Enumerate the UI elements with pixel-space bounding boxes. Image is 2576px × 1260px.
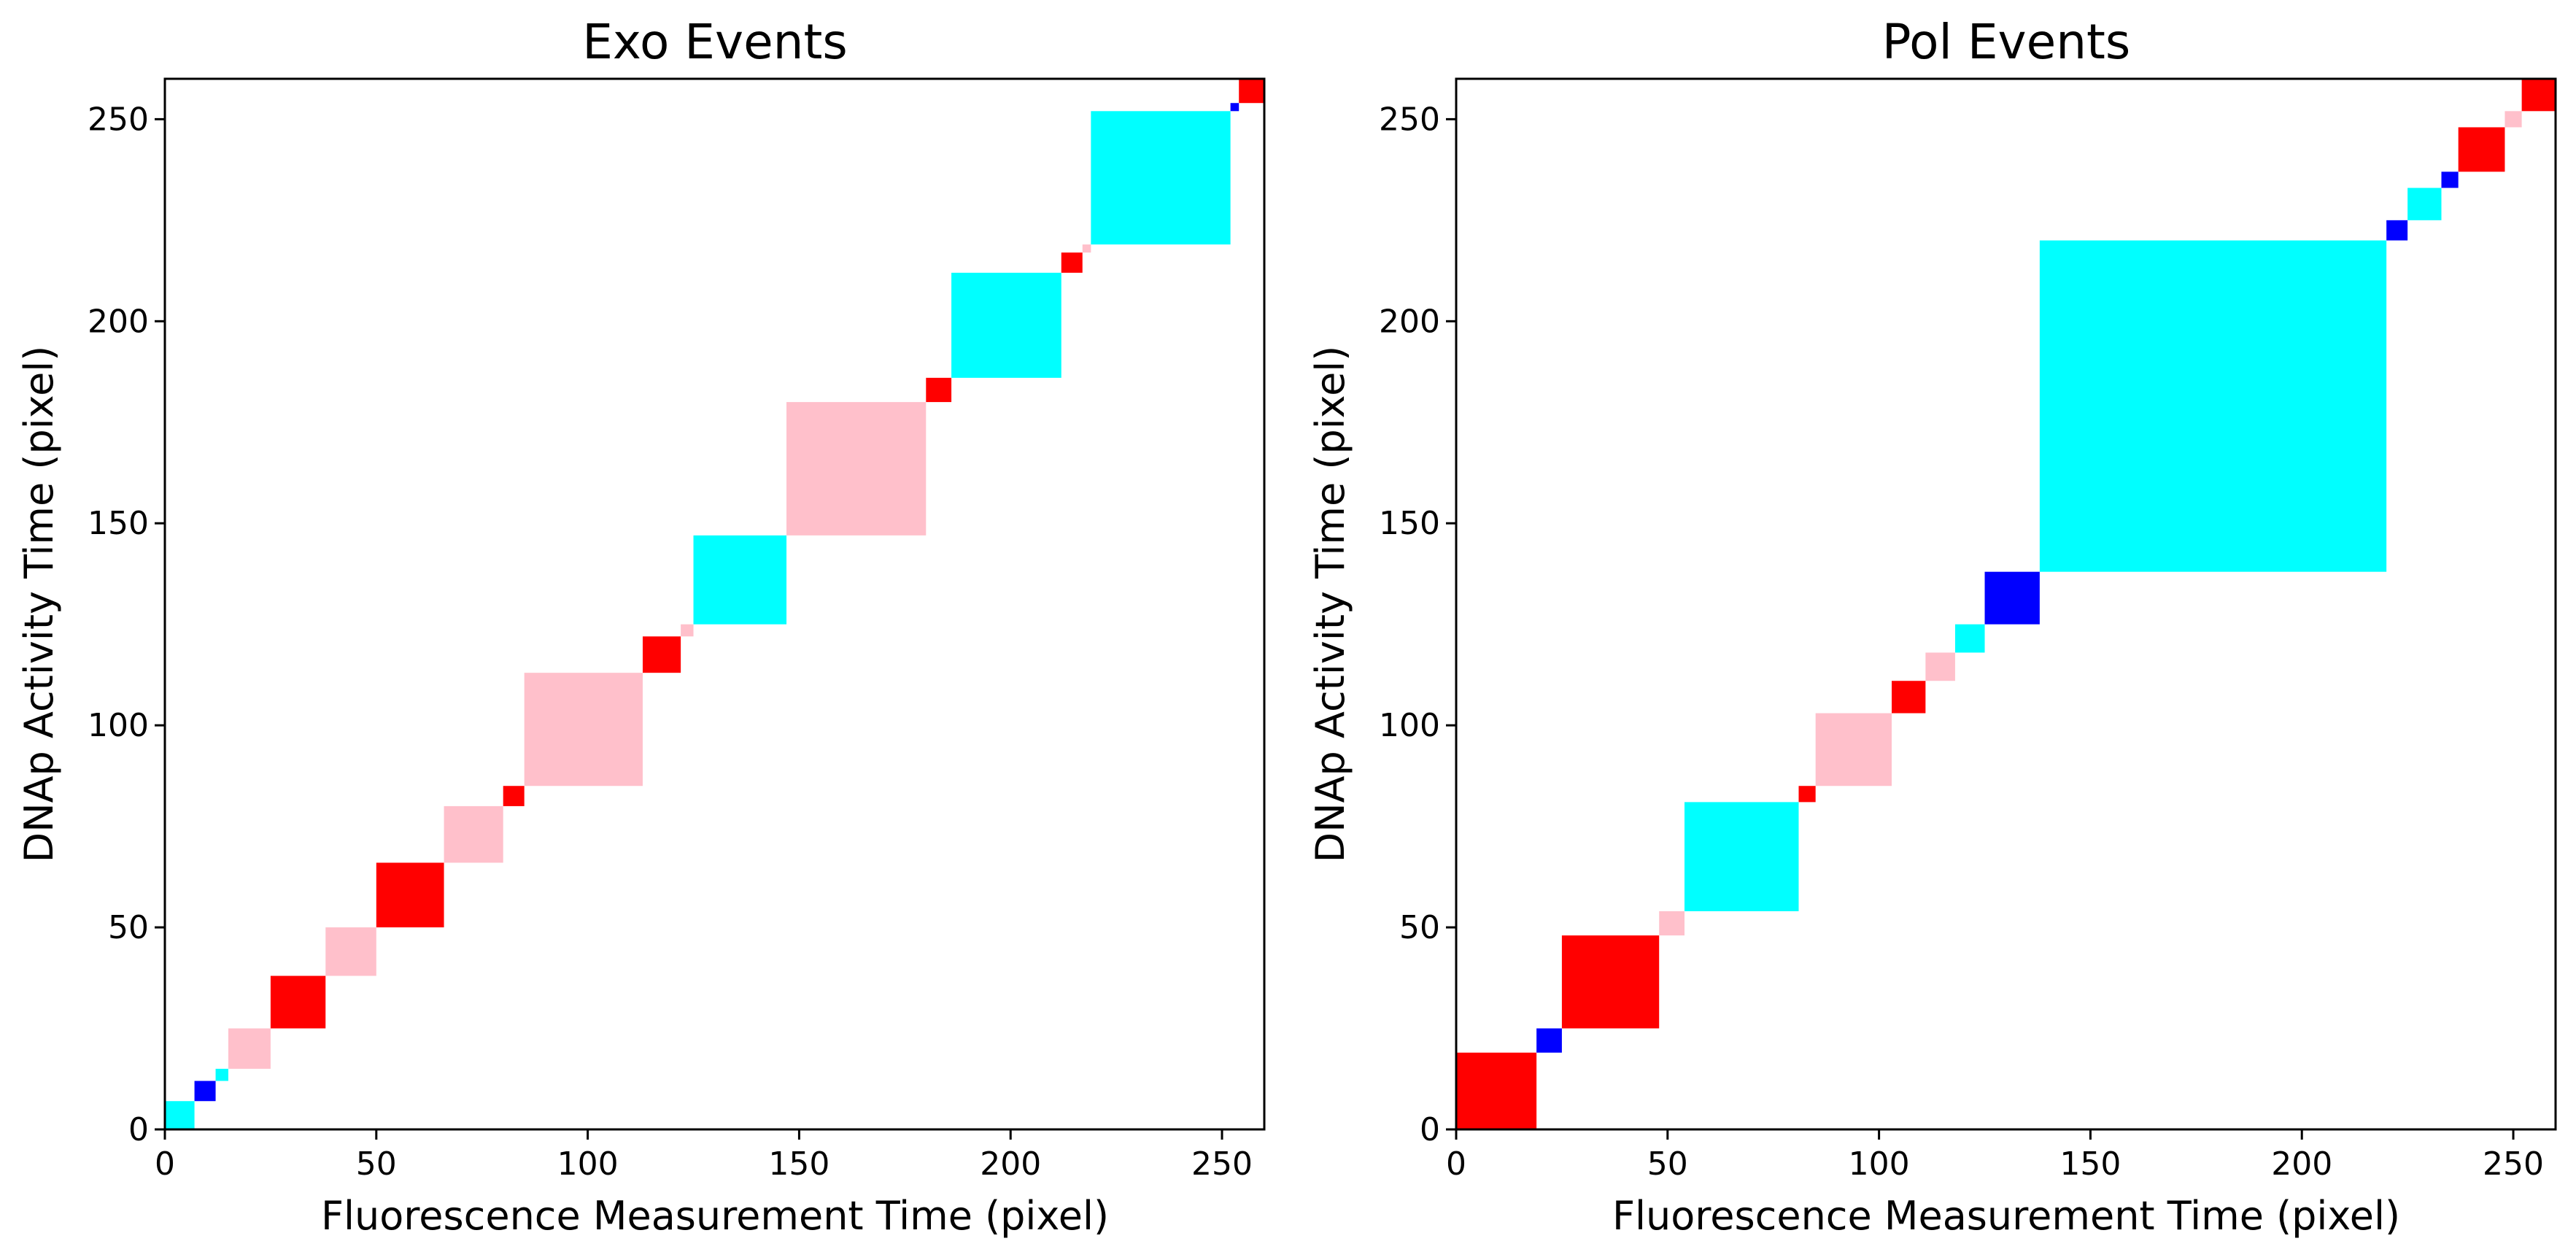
exo-block-20 [1239,79,1264,104]
pol-x-ticks: 0 50 100 150 200 250 [1446,1129,2544,1183]
exo-x-tick-label-0: 0 [155,1145,175,1183]
pol-block-0 [1456,1052,1537,1129]
exo-panel: Exo Events 0 50 100 150 200 250 0 50 100 150 200 2… [16,14,1266,1239]
pol-x-tick-label-2: 100 [1849,1145,1910,1183]
pol-y-tick-label-2: 100 [1379,707,1440,744]
exo-block-0 [165,1101,195,1129]
pol-blocks [1456,79,2556,1129]
pol-x-tick-label-4: 200 [2271,1145,2332,1183]
exo-y-tick-label-2: 100 [88,707,149,744]
pol-block-10 [1984,571,2040,625]
pol-block-1 [1536,1028,1562,1053]
exo-x-ticks: 0 50 100 150 200 250 [155,1129,1253,1183]
exo-y-tick-label-3: 150 [88,505,149,542]
pol-y-tick-label-4: 200 [1379,303,1440,340]
exo-y-tick-label-5: 250 [88,101,149,138]
exo-block-8 [503,786,525,806]
pol-block-5 [1798,786,1816,803]
exo-block-15 [951,272,1061,378]
pol-y-tick-label-3: 150 [1379,505,1440,542]
exo-y-ticks: 0 50 100 150 200 250 [88,101,165,1148]
exo-x-tick-label-5: 250 [1191,1145,1253,1183]
exo-x-tick-label-3: 150 [768,1145,829,1183]
pol-y-axis-label: DNAp Activity Time (pixel) [1307,346,1353,863]
exo-y-axis-label: DNAp Activity Time (pixel) [16,346,62,863]
exo-x-tick-label-4: 200 [980,1145,1041,1183]
exo-block-7 [444,805,503,863]
exo-block-17 [1082,244,1091,253]
exo-x-axis-label: Fluorescence Measurement Time (pixel) [321,1193,1109,1239]
pol-block-14 [2441,171,2459,188]
pol-block-2 [1561,935,1660,1029]
pol-block-6 [1815,713,1892,786]
pol-block-9 [1954,624,1985,653]
pol-x-tick-label-0: 0 [1446,1145,1466,1183]
exo-block-10 [642,636,681,673]
exo-block-14 [926,377,952,403]
exo-block-19 [1230,103,1239,112]
pol-y-ticks: 0 50 100 150 200 250 [1379,101,1456,1148]
pol-x-tick-label-1: 50 [1647,1145,1688,1183]
pol-y-tick-label-1: 50 [1399,909,1440,946]
exo-y-tick-label-1: 50 [108,909,149,946]
exo-block-5 [325,927,376,976]
exo-block-12 [693,535,787,625]
exo-block-16 [1061,252,1083,273]
pol-block-16 [2505,111,2522,128]
pol-x-tick-label-3: 150 [2059,1145,2121,1183]
pol-y-tick-label-0: 0 [1420,1111,1440,1148]
exo-y-tick-label-4: 200 [88,303,149,340]
exo-blocks [165,79,1264,1129]
pol-x-axis-label: Fluorescence Measurement Time (pixel) [1612,1193,2400,1239]
pol-y-tick-label-5: 250 [1379,101,1440,138]
exo-block-6 [376,862,444,928]
pol-block-15 [2458,127,2505,172]
exo-block-11 [681,624,694,637]
pol-block-8 [1925,652,1955,681]
exo-block-3 [228,1028,271,1069]
pol-block-3 [1659,911,1685,936]
exo-block-4 [270,975,326,1029]
exo-block-1 [194,1081,216,1102]
pol-block-4 [1684,802,1799,911]
pol-plot-frame [1455,77,2557,1131]
exo-plot-frame [163,77,1266,1131]
pol-block-13 [2407,188,2442,220]
pol-block-11 [2039,240,2387,572]
pol-title: Pol Events [1882,14,2131,70]
pol-panel: Pol Events 0 50 100 150 200 250 0 50 100 150 200 2… [1307,14,2557,1239]
exo-x-tick-label-2: 100 [557,1145,619,1183]
exo-block-13 [786,402,927,536]
exo-block-2 [215,1068,228,1081]
pol-block-17 [2521,79,2556,112]
pol-block-7 [1892,681,1926,714]
pol-block-12 [2386,220,2408,241]
exo-x-tick-label-1: 50 [356,1145,397,1183]
exo-title: Exo Events [582,14,848,70]
exo-y-tick-label-0: 0 [128,1111,149,1148]
exo-block-18 [1091,111,1231,245]
exo-block-9 [524,673,643,786]
pol-x-tick-label-5: 250 [2483,1145,2544,1183]
